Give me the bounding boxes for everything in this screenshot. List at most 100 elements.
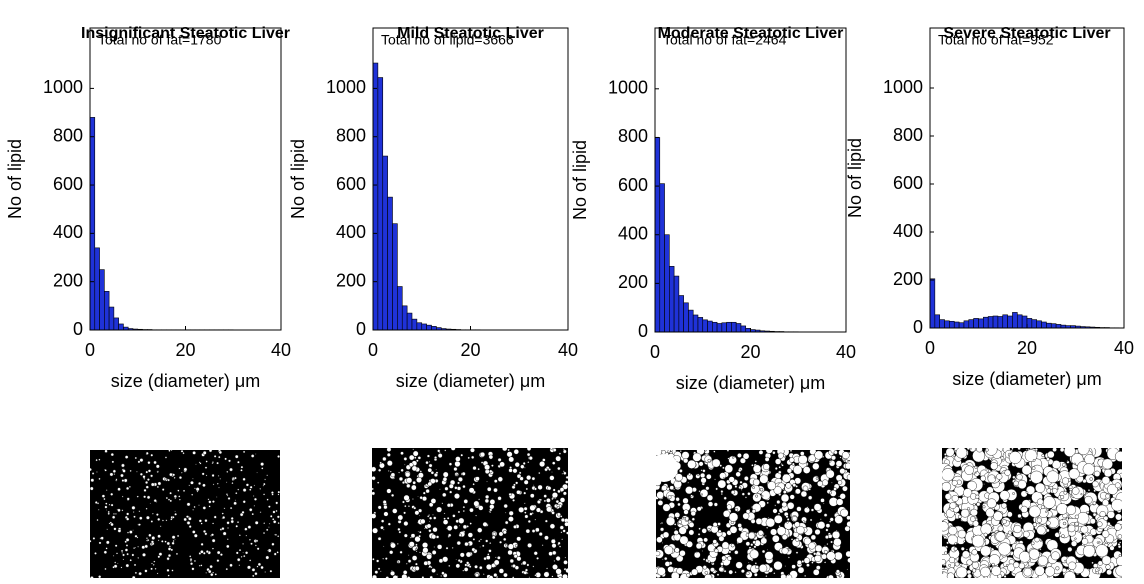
- particle: [434, 546, 435, 547]
- y-axis-label: No of lipid: [845, 138, 865, 218]
- particle: [720, 562, 723, 565]
- particle: [811, 535, 816, 540]
- particle: [192, 509, 193, 510]
- particle: [105, 450, 108, 453]
- particle: [944, 552, 947, 555]
- particle: [956, 567, 967, 578]
- particle: [260, 511, 261, 512]
- particle: [162, 520, 164, 522]
- particle: [758, 530, 763, 535]
- particle: [1118, 545, 1121, 548]
- bar: [1037, 321, 1042, 328]
- particle: [277, 455, 280, 458]
- particle: [255, 454, 256, 455]
- particle: [847, 558, 852, 563]
- particle: [266, 529, 268, 531]
- particle: [229, 468, 232, 471]
- particle: [132, 554, 134, 556]
- particle: [171, 549, 173, 551]
- particle: [664, 546, 673, 555]
- particle: [249, 508, 252, 511]
- particle: [513, 469, 517, 473]
- particle: [544, 495, 547, 498]
- particle: [99, 542, 101, 544]
- particle: [146, 486, 149, 489]
- particle: [1026, 491, 1028, 493]
- particle: [471, 456, 474, 459]
- particle: [124, 479, 127, 482]
- particle: [468, 543, 469, 544]
- particle: [401, 469, 404, 472]
- particle: [732, 457, 734, 459]
- particle: [489, 504, 494, 509]
- x-tick-label: 40: [1114, 338, 1134, 358]
- particle: [524, 480, 528, 484]
- particle: [788, 574, 789, 575]
- particle: [426, 489, 430, 493]
- large-droplet: [650, 454, 678, 482]
- particle: [466, 552, 471, 557]
- particle: [834, 552, 842, 560]
- particle: [121, 552, 122, 553]
- y-tick-label: 400: [336, 222, 366, 242]
- particle: [834, 451, 838, 455]
- particle: [548, 468, 550, 470]
- particle: [770, 529, 777, 536]
- particle: [139, 572, 142, 575]
- particle: [674, 530, 679, 535]
- particle: [206, 475, 207, 476]
- particle: [486, 481, 487, 482]
- bar: [693, 315, 698, 332]
- bar: [698, 317, 703, 332]
- particle: [967, 507, 970, 510]
- particle: [224, 458, 226, 460]
- particle: [198, 505, 199, 506]
- particle: [113, 470, 116, 473]
- particle: [146, 537, 148, 539]
- particle: [488, 549, 491, 552]
- particle: [552, 576, 554, 578]
- particle: [235, 492, 237, 494]
- particle: [129, 530, 132, 533]
- particle: [160, 526, 161, 527]
- particle: [714, 549, 718, 553]
- particle: [731, 544, 734, 547]
- particle: [964, 541, 966, 543]
- particle: [1105, 494, 1109, 498]
- particle: [564, 522, 568, 526]
- particle: [474, 501, 479, 506]
- particle: [972, 535, 984, 547]
- particle: [478, 540, 480, 542]
- particle: [174, 497, 176, 499]
- particle: [974, 471, 979, 476]
- particle: [445, 487, 449, 491]
- particle: [847, 474, 853, 480]
- bar: [959, 323, 964, 328]
- particle: [842, 486, 847, 491]
- particle: [975, 466, 978, 469]
- particle: [823, 503, 824, 504]
- particle: [148, 534, 151, 537]
- particle: [231, 520, 234, 523]
- particle: [201, 543, 204, 546]
- bar: [402, 306, 407, 330]
- particle: [552, 564, 557, 569]
- particle: [1057, 503, 1068, 514]
- particle: [169, 546, 171, 548]
- particle: [186, 515, 188, 517]
- particle: [1115, 514, 1121, 520]
- particle: [714, 503, 718, 507]
- particle: [737, 537, 743, 543]
- particle: [778, 453, 784, 459]
- particle: [413, 449, 414, 450]
- particle: [792, 463, 795, 466]
- particle: [847, 521, 853, 527]
- particle: [941, 559, 946, 564]
- particle: [468, 533, 473, 538]
- particle: [789, 457, 794, 462]
- particle: [1057, 488, 1058, 489]
- particle: [527, 461, 529, 463]
- particle: [236, 552, 239, 555]
- particle: [98, 509, 99, 510]
- particle: [387, 447, 391, 451]
